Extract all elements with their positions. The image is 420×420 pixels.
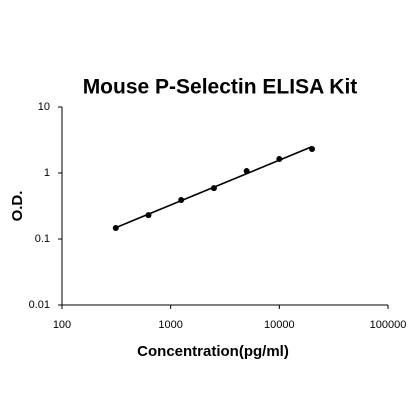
- x-tick-label: 10000: [264, 319, 295, 331]
- y-tick-label: 0.01: [29, 299, 50, 311]
- y-tick-label: 0.1: [35, 233, 50, 245]
- data-point: [145, 212, 152, 219]
- x-tick-label: 100000: [370, 319, 407, 331]
- data-point: [178, 196, 185, 203]
- data-point: [243, 168, 250, 175]
- y-tick-label: 10: [38, 101, 50, 113]
- data-point: [309, 146, 316, 153]
- x-tick-label: 1000: [158, 319, 182, 331]
- x-tick-label: 100: [53, 319, 71, 331]
- y-tick-label: 1: [44, 167, 50, 179]
- y-axis-label: O.D.: [9, 191, 26, 222]
- data-point: [112, 224, 119, 231]
- chart-title: Mouse P-Selectin ELISA Kit: [83, 76, 358, 99]
- data-point: [210, 185, 217, 192]
- data-point: [276, 155, 283, 162]
- x-axis-label: Concentration(pg/ml): [137, 343, 289, 360]
